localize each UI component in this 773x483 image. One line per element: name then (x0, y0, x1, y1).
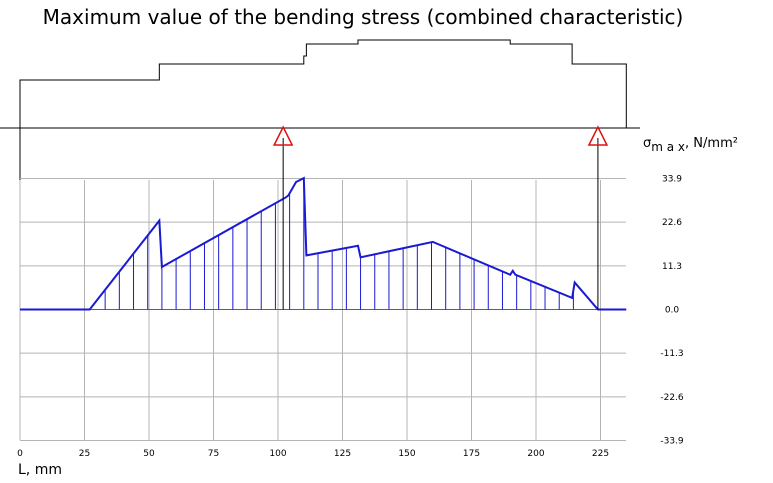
y-tick-label: 11.3 (662, 262, 682, 272)
x-tick-label: 25 (79, 449, 90, 459)
support-marker-icon (587, 125, 609, 146)
y-tick-label: 33.9 (662, 175, 682, 185)
x-tick-label: 75 (208, 449, 219, 459)
y-axis-subscript: m a x (651, 140, 685, 154)
x-axis-label: L, mm (18, 462, 62, 478)
x-tick-label: 0 (17, 449, 23, 459)
chart-title: Maximum value of the bending stress (com… (43, 5, 684, 29)
y-tick-label: -11.3 (660, 349, 683, 359)
y-tick-label: -33.9 (660, 437, 684, 447)
x-tick-label: 175 (463, 449, 480, 459)
stress-hatching (104, 178, 574, 310)
x-tick-label: 125 (334, 449, 351, 459)
stress-line-series (20, 176, 627, 311)
y-tick-label: -22.6 (660, 393, 684, 403)
y-axis-label: σm a x, N/mm² (643, 136, 738, 154)
grid (19, 178, 626, 441)
x-tick-label: 225 (592, 449, 609, 459)
supports (272, 125, 609, 310)
y-axis-unit: , N/mm² (685, 136, 738, 151)
y-axis-symbol: σ (643, 136, 651, 151)
x-tick-labels: 0 25 50 75 100 125 150 175 200 225 (17, 449, 609, 459)
x-tick-label: 150 (398, 449, 415, 459)
stress-line (20, 176, 627, 311)
shaft-outline (19, 39, 627, 128)
x-tick-label: 100 (269, 449, 286, 459)
support-marker-icon (272, 125, 294, 146)
y-tick-label: 22.6 (662, 218, 682, 228)
y-tick-label: 0.0 (665, 306, 680, 316)
shaft-profile (19, 39, 627, 128)
x-tick-label: 200 (527, 449, 544, 459)
x-tick-label: 50 (143, 449, 155, 459)
y-tick-labels: 33.9 22.6 11.3 0.0 -11.3 -22.6 -33.9 (660, 175, 684, 447)
